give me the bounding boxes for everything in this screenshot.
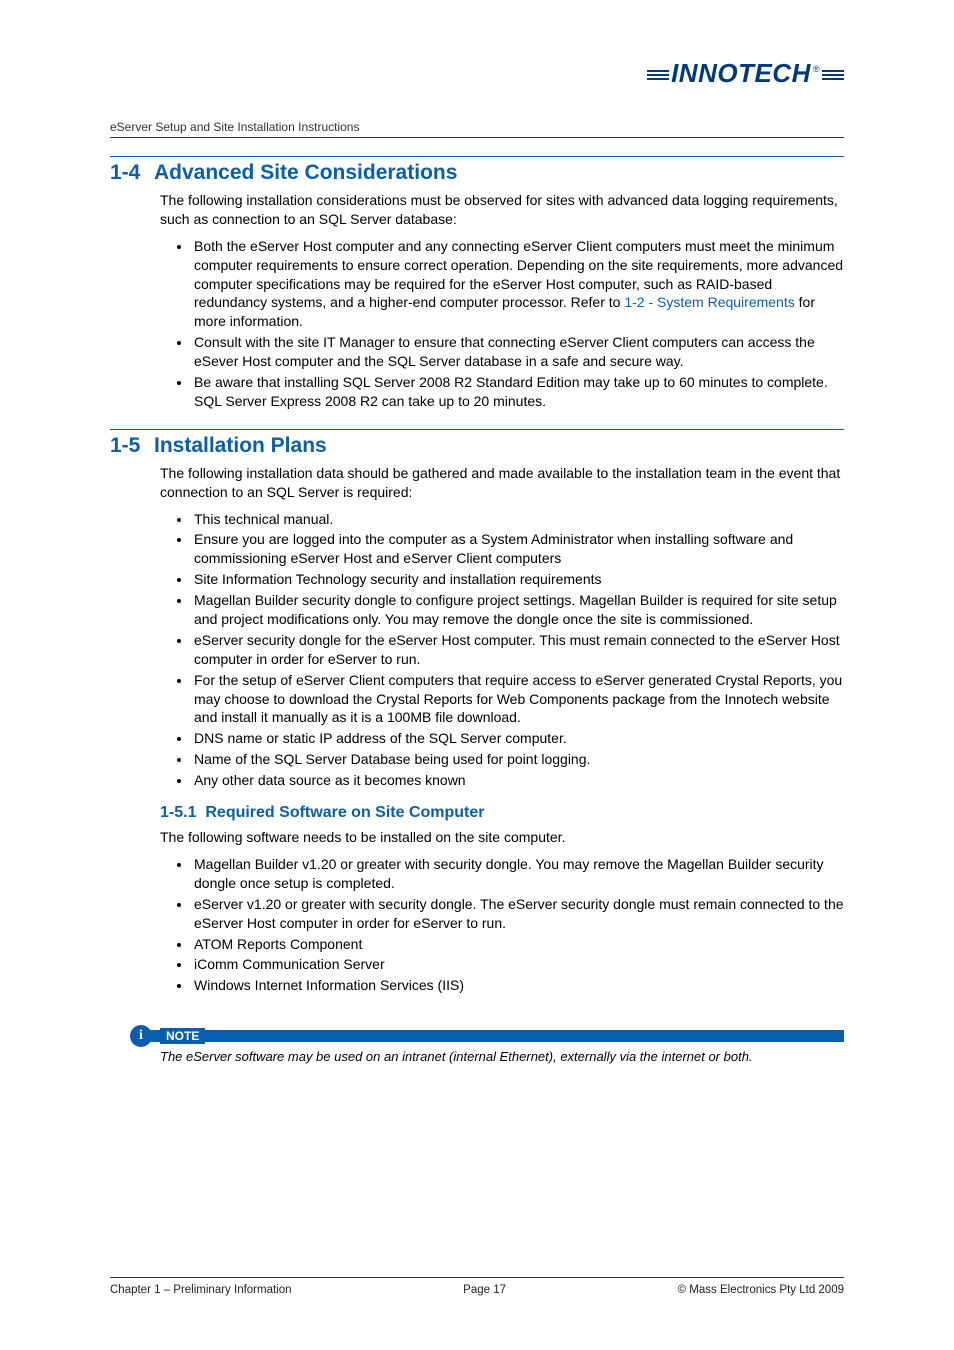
section-heading-1-4: 1-4Advanced Site Considerations xyxy=(110,161,844,185)
section-intro: The following installation consideration… xyxy=(110,191,844,229)
section-heading-1-5: 1-5Installation Plans xyxy=(110,434,844,458)
note-callout: i NOTE The eServer software may be used … xyxy=(110,1025,844,1064)
bullet-list: Both the eServer Host computer and any c… xyxy=(110,237,844,411)
list-item: eServer v1.20 or greater with security d… xyxy=(192,895,844,933)
list-item: ATOM Reports Component xyxy=(192,935,844,954)
note-label: NOTE xyxy=(160,1028,205,1044)
footer-center: Page 17 xyxy=(463,1284,506,1296)
list-item: Site Information Technology security and… xyxy=(192,570,844,589)
footer-left: Chapter 1 – Preliminary Information xyxy=(110,1284,292,1296)
note-text: The eServer software may be used on an i… xyxy=(130,1049,844,1064)
brand-logo: INNOTECH® xyxy=(647,58,844,89)
list-item: Consult with the site IT Manager to ensu… xyxy=(192,333,844,371)
list-item: This technical manual. xyxy=(192,510,844,529)
list-item: Name of the SQL Server Database being us… xyxy=(192,750,844,769)
list-item: Magellan Builder security dongle to conf… xyxy=(192,591,844,629)
list-item: Magellan Builder v1.20 or greater with s… xyxy=(192,855,844,893)
list-item: Be aware that installing SQL Server 2008… xyxy=(192,373,844,411)
list-item: Both the eServer Host computer and any c… xyxy=(192,237,844,331)
footer-right: © Mass Electronics Pty Ltd 2009 xyxy=(678,1284,844,1296)
section-rule xyxy=(110,429,844,430)
list-item: Ensure you are logged into the computer … xyxy=(192,530,844,568)
subsection-heading-1-5-1: 1-5.1 Required Software on Site Computer xyxy=(110,804,844,822)
page-footer: Chapter 1 – Preliminary Information Page… xyxy=(110,1277,844,1296)
document-title: eServer Setup and Site Installation Inst… xyxy=(110,120,844,138)
bullet-list: This technical manual. Ensure you are lo… xyxy=(110,510,844,790)
section-intro: The following installation data should b… xyxy=(110,464,844,502)
xref-link[interactable]: 1-2 - System Requirements xyxy=(624,294,794,310)
list-item: Windows Internet Information Services (I… xyxy=(192,976,844,995)
section-rule xyxy=(110,156,844,157)
list-item: For the setup of eServer Client computer… xyxy=(192,671,844,728)
subsection-intro: The following software needs to be insta… xyxy=(110,828,844,847)
list-item: DNS name or static IP address of the SQL… xyxy=(192,729,844,748)
bullet-list: Magellan Builder v1.20 or greater with s… xyxy=(110,855,844,995)
list-item: iComm Communication Server xyxy=(192,955,844,974)
list-item: Any other data source as it becomes know… xyxy=(192,771,844,790)
info-icon: i xyxy=(130,1025,152,1047)
list-item: eServer security dongle for the eServer … xyxy=(192,631,844,669)
